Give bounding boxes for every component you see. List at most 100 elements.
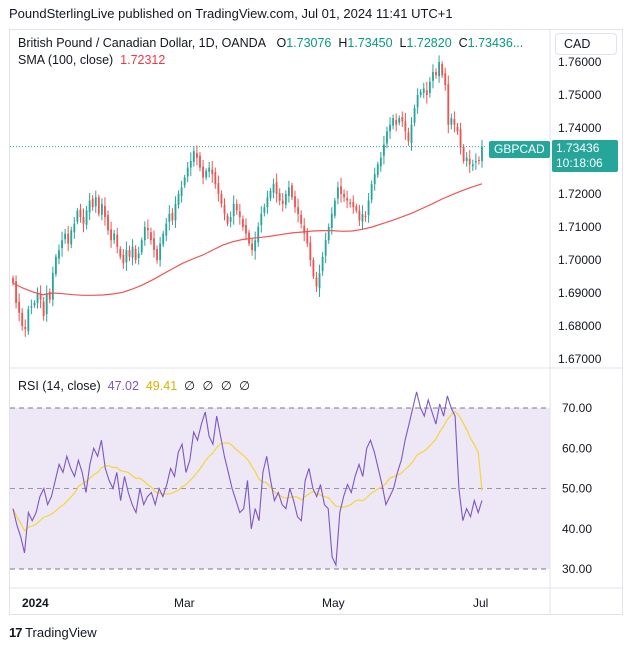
rsi-tick-label: 70.00 xyxy=(562,401,592,415)
candle-body xyxy=(223,204,226,214)
price-tick-label: 1.70000 xyxy=(558,253,602,267)
candle-body xyxy=(73,223,76,233)
candle-body xyxy=(413,108,416,123)
tradingview-brand: TradingView xyxy=(25,625,97,640)
sma-label: SMA (100, close) xyxy=(18,53,114,67)
candle-body xyxy=(12,278,14,284)
candle-body xyxy=(349,202,352,204)
candle-body xyxy=(309,242,312,260)
candle-body xyxy=(364,215,367,218)
candle-body xyxy=(241,219,244,227)
rsi-line xyxy=(12,391,483,568)
candle-body xyxy=(110,229,113,241)
candle-body xyxy=(315,277,318,287)
candle-body xyxy=(45,293,48,315)
candle-body xyxy=(379,157,382,167)
candle-body xyxy=(456,126,459,132)
candle-body xyxy=(398,118,401,123)
candle-body xyxy=(275,182,278,194)
candle-body xyxy=(214,172,217,185)
tradingview-logo[interactable]: 17 TradingView xyxy=(9,625,97,640)
rsi-tick-label: 40.00 xyxy=(562,522,592,536)
time-tick-label: May xyxy=(322,596,345,610)
candle-body xyxy=(324,240,327,256)
candle-body xyxy=(447,84,450,125)
indicator-settings-icons[interactable]: ∅ ∅ ∅ ∅ xyxy=(184,379,253,393)
instrument-title: British Pound / Canadian Dollar, 1D, OAN… xyxy=(18,36,267,50)
time-axis[interactable]: 2024 Mar May Jul xyxy=(22,596,488,610)
candle-body xyxy=(392,118,395,126)
candle-body xyxy=(297,207,299,214)
candle-body xyxy=(474,161,477,163)
candle-body xyxy=(361,213,364,222)
price-tick-label: 1.71000 xyxy=(558,220,602,234)
price-tick-label: 1.68000 xyxy=(558,319,602,333)
candle-body xyxy=(373,174,376,185)
price-tick-label: 1.76000 xyxy=(558,55,602,69)
currency-button[interactable]: CAD xyxy=(555,33,617,55)
rsi-ma-value: 49.41 xyxy=(145,379,178,393)
price-tick-label: 1.72000 xyxy=(558,187,602,201)
candle-body xyxy=(343,194,345,198)
candle-body xyxy=(174,203,177,221)
candle-body xyxy=(91,198,94,208)
candle-body xyxy=(438,62,441,77)
candle-body xyxy=(162,233,165,245)
time-tick-label: 2024 xyxy=(22,596,49,610)
candle-body xyxy=(18,301,21,313)
rsi-tick-label: 30.00 xyxy=(562,562,592,576)
tradingview-logo-icon: 17 xyxy=(9,625,23,640)
rsi-axis[interactable]: 70.00 60.00 50.00 40.00 30.00 xyxy=(562,401,592,576)
sma-line-group xyxy=(12,183,483,296)
candle-body xyxy=(183,177,186,186)
high-value: 1.73450 xyxy=(347,36,393,50)
candles-group xyxy=(12,55,483,337)
candle-body xyxy=(113,233,116,241)
candle-body xyxy=(278,193,281,201)
candle-body xyxy=(79,209,82,218)
rsi-group xyxy=(10,391,550,570)
candle-body xyxy=(180,187,183,196)
candle-body xyxy=(367,200,370,216)
candle-body xyxy=(146,227,149,231)
candle-body xyxy=(192,151,195,162)
rsi-tick-label: 50.00 xyxy=(562,482,592,496)
candle-body xyxy=(205,170,208,178)
candle-body xyxy=(450,118,453,125)
candle-body xyxy=(281,200,284,204)
candle-body xyxy=(48,292,51,300)
time-tick-label: Jul xyxy=(473,596,488,610)
candle-body xyxy=(401,117,404,122)
candle-body xyxy=(27,309,30,332)
candle-body xyxy=(122,254,125,264)
candle-body xyxy=(42,301,45,317)
candle-body xyxy=(251,243,254,251)
candle-body xyxy=(58,250,60,259)
rsi-value: 47.02 xyxy=(107,379,139,393)
candle-body xyxy=(245,225,247,234)
candle-body xyxy=(340,186,342,194)
candle-body xyxy=(318,273,321,289)
candle-body xyxy=(386,131,388,144)
candle-body xyxy=(61,240,63,249)
publisher-line: PoundSterlingLive published on TradingVi… xyxy=(9,6,453,21)
candle-body xyxy=(171,212,174,221)
price-axis[interactable]: 1.760001.750001.740001.730001.720001.710… xyxy=(558,55,602,366)
candle-body xyxy=(407,132,410,142)
candle-body xyxy=(208,167,211,172)
candle-body xyxy=(432,71,434,81)
price-tick-label: 1.67000 xyxy=(558,352,602,366)
candle-body xyxy=(254,240,257,252)
open-value: 1.73076 xyxy=(286,36,332,50)
candle-body xyxy=(76,210,79,222)
candle-body xyxy=(131,246,134,258)
candle-body xyxy=(435,71,437,76)
time-tick-label: Mar xyxy=(174,596,195,610)
candle-body xyxy=(116,234,119,247)
rsi-tick-label: 60.00 xyxy=(562,441,592,455)
candle-body xyxy=(238,211,241,218)
candle-body xyxy=(119,248,122,257)
candle-body xyxy=(137,253,140,259)
sma-value: 1.72312 xyxy=(120,53,166,67)
